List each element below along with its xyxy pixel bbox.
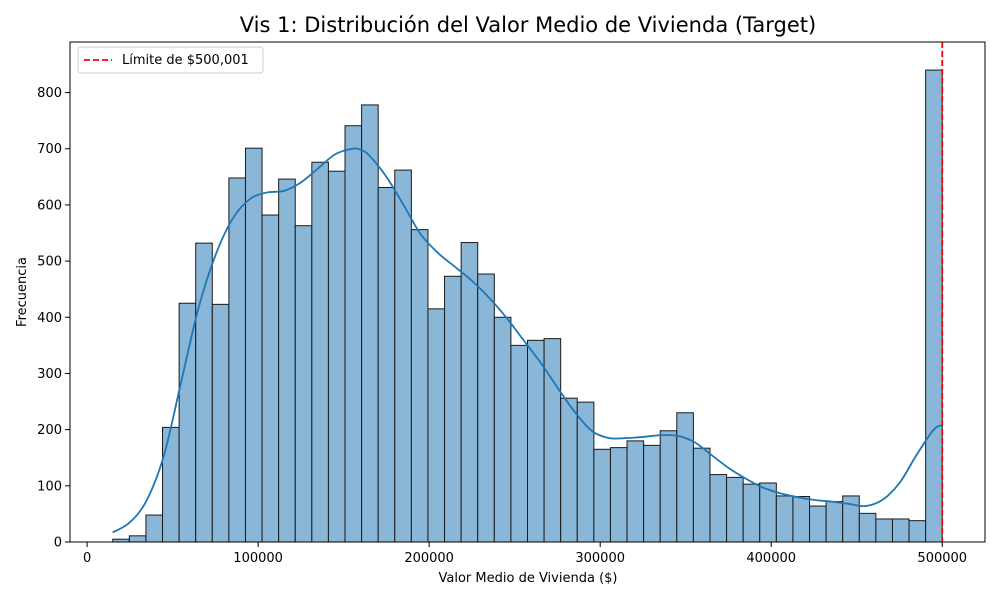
x-axis-ticks: 0 100000 200000 300000 400000 500000: [83, 542, 967, 566]
legend-box: [77, 46, 264, 74]
y-tick-label: 400: [37, 311, 62, 326]
histogram-bar: [361, 104, 379, 543]
legend-entry-label: Límite de $500,001: [122, 53, 249, 68]
histogram-bar: [775, 495, 794, 543]
y-tick-label: 500: [37, 255, 62, 270]
histogram-bar: [228, 177, 246, 543]
histogram-bar: [726, 476, 744, 543]
x-tick-label: 200000: [404, 551, 454, 566]
histogram-bar: [410, 229, 429, 543]
y-tick-label: 700: [37, 142, 62, 157]
x-tick-label: 500000: [917, 551, 967, 566]
y-axis-ticks: 0 100 200 300 400 500 600 700 800: [37, 86, 70, 551]
histogram-bar: [908, 520, 927, 543]
histogram-bar: [427, 308, 446, 543]
histogram-bar: [261, 214, 280, 543]
y-tick-label: 600: [37, 198, 62, 213]
histogram-bar: [643, 444, 661, 543]
histogram-bar: [925, 69, 943, 543]
kde-layer: [112, 147, 943, 534]
histogram-bar: [593, 448, 611, 543]
histogram-bar: [344, 125, 363, 543]
histogram-bar: [742, 483, 761, 543]
x-tick-label: 300000: [575, 551, 625, 566]
y-axis-label: Frecuencia: [15, 257, 30, 327]
x-axis-label: Valor Medio de Vivienda ($): [439, 571, 618, 586]
histogram-bar: [510, 344, 529, 543]
histogram-bar: [709, 474, 728, 543]
histogram-bar: [858, 512, 877, 543]
chart-title: Vis 1: Distribución del Valor Medio de V…: [240, 13, 816, 37]
histogram-bar: [692, 447, 711, 543]
histogram-bar: [444, 275, 462, 543]
y-tick-label: 0: [54, 536, 62, 551]
histogram-bar: [162, 426, 180, 543]
histogram-bar: [145, 514, 164, 543]
histogram-bar: [659, 430, 678, 543]
histogram-bar: [294, 225, 313, 543]
histogram-bar: [493, 316, 512, 543]
histogram-bar: [825, 501, 844, 543]
y-tick-label: 800: [37, 86, 62, 101]
histogram-bar: [128, 535, 147, 543]
histogram-bar: [560, 397, 578, 543]
histogram-bar: [477, 273, 495, 543]
x-tick-label: 100000: [233, 551, 283, 566]
histogram-bar: [178, 302, 197, 543]
histogram-bar: [394, 169, 412, 543]
histogram-bar: [809, 505, 827, 543]
histogram-bar: [278, 178, 296, 543]
kde-curve: [112, 147, 943, 534]
histogram-bar: [244, 147, 263, 543]
plot-frame: [69, 41, 986, 543]
x-tick-label: 0: [83, 551, 91, 566]
histogram-bar: [543, 338, 562, 543]
histogram-bar: [891, 518, 910, 543]
histogram-bar: [460, 242, 479, 543]
histogram-bar: [792, 495, 811, 543]
histogram-bar: [576, 401, 595, 543]
histogram-bar: [211, 303, 230, 543]
histogram-bar: [676, 412, 694, 543]
histogram-bars: [112, 69, 943, 543]
histogram-bar: [626, 440, 645, 543]
legend: Límite de $500,001: [77, 46, 264, 74]
x-tick-label: 400000: [746, 551, 796, 566]
histogram-bar: [875, 518, 893, 543]
y-tick-label: 100: [37, 479, 62, 494]
histogram-bar: [377, 187, 396, 543]
histogram-bar: [311, 161, 329, 543]
histogram-bar: [327, 170, 346, 543]
y-tick-label: 300: [37, 367, 62, 382]
histogram-bar: [527, 339, 545, 543]
y-tick-label: 200: [37, 423, 62, 438]
histogram-bar: [609, 447, 628, 543]
